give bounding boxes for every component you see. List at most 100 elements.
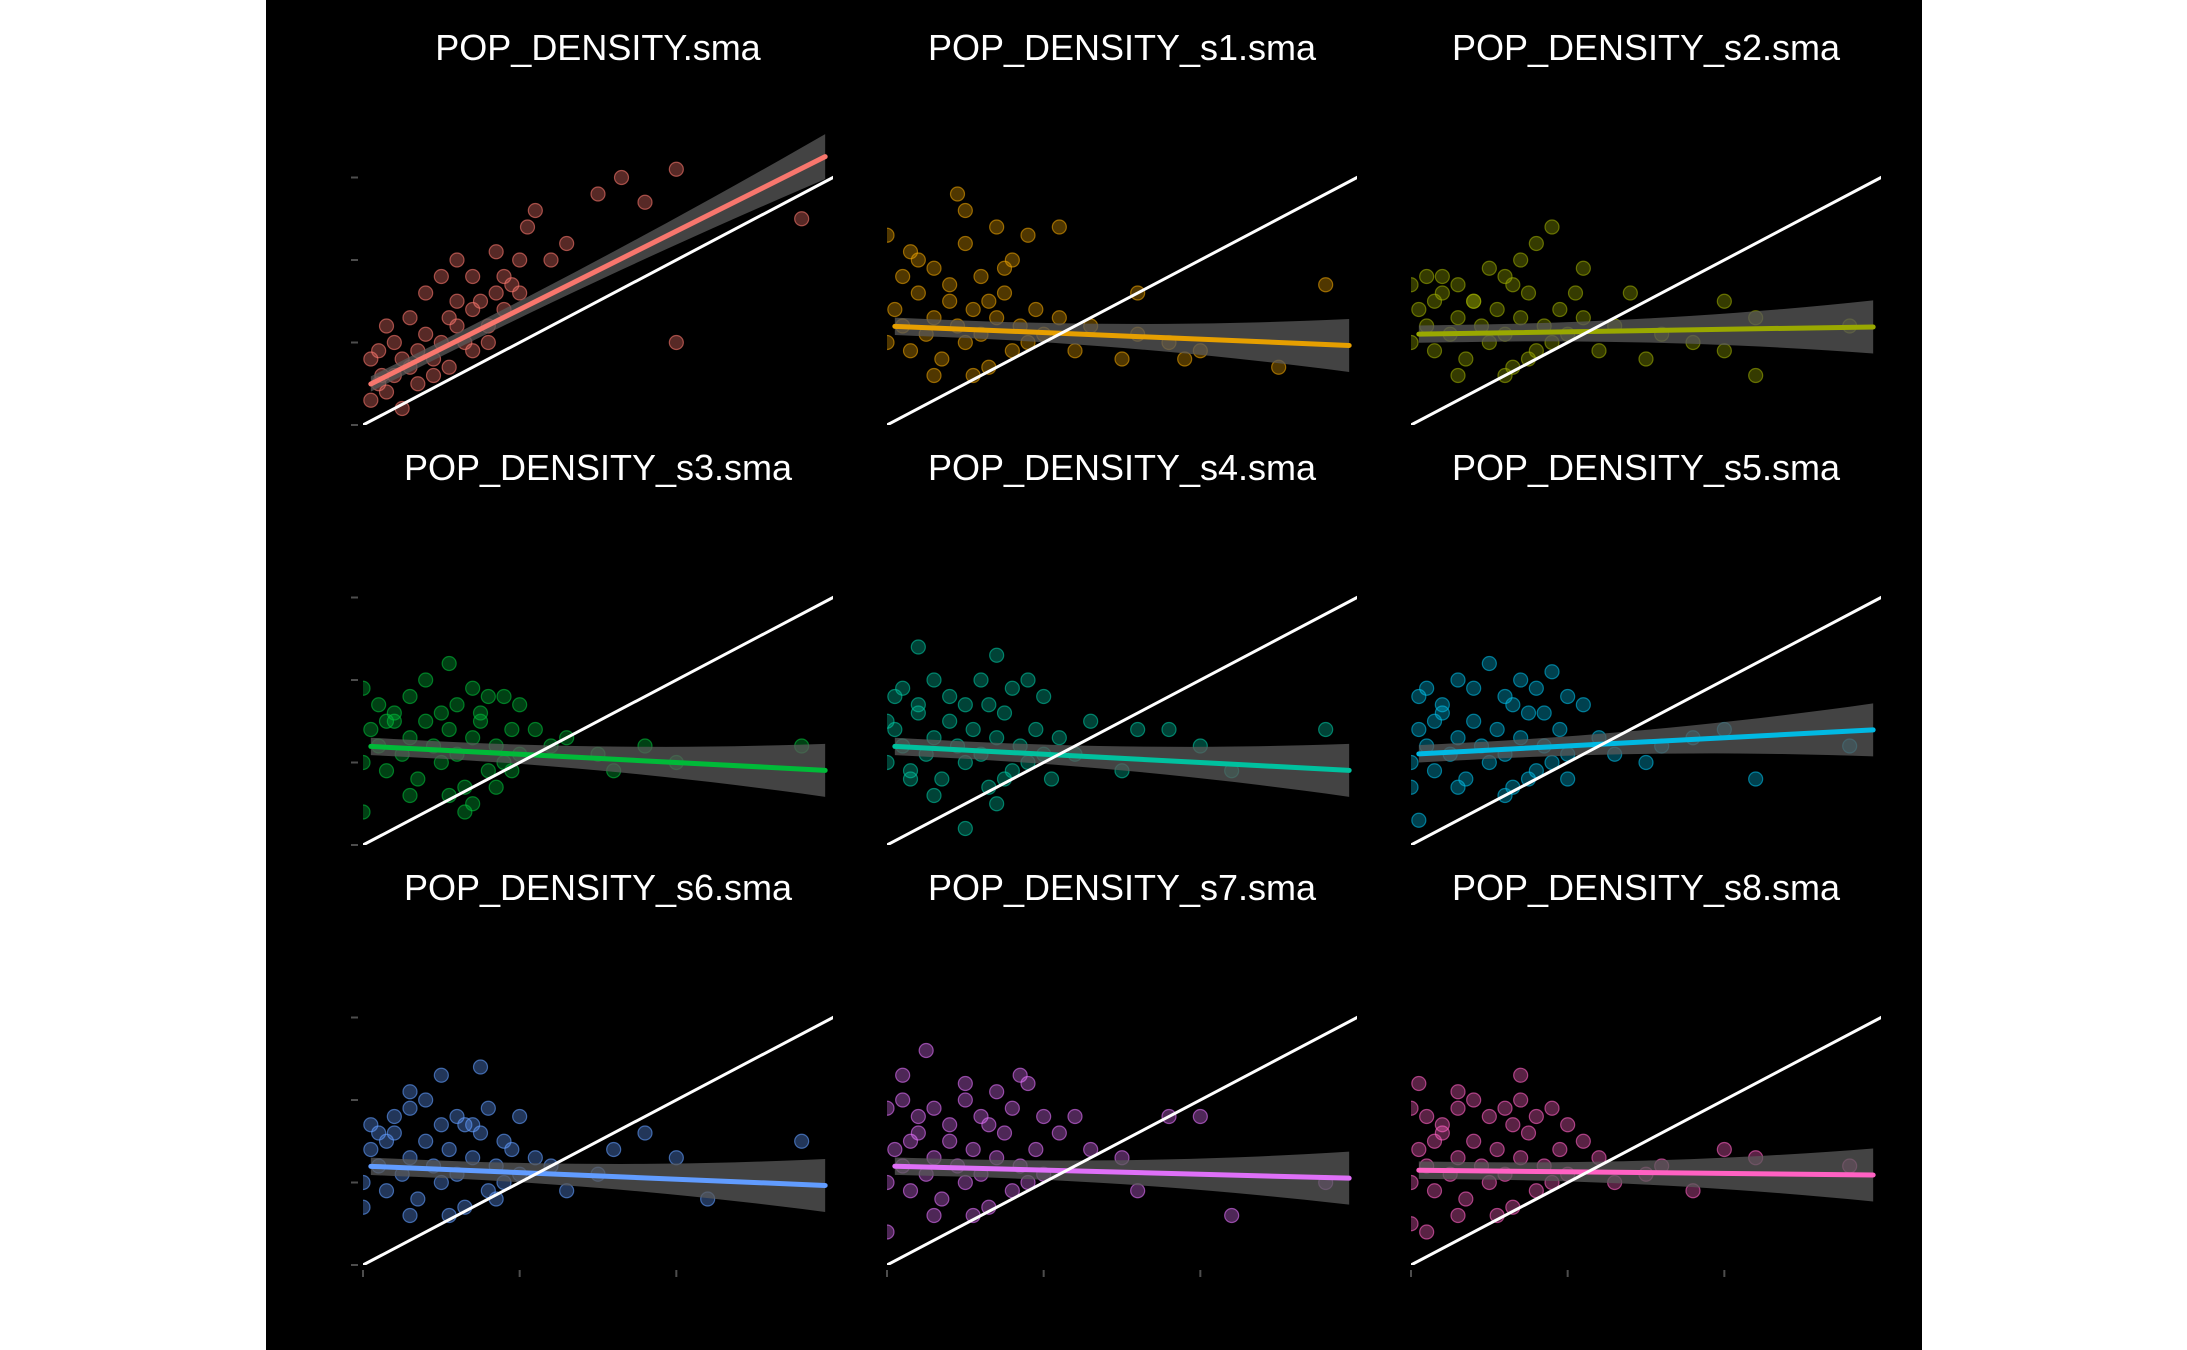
data-point — [386, 334, 402, 351]
data-point — [1411, 334, 1419, 351]
data-point — [527, 202, 543, 219]
data-point — [512, 252, 528, 268]
panel-plot-area — [1411, 595, 1881, 845]
data-point — [1450, 310, 1466, 326]
data-point — [1560, 1117, 1576, 1133]
data-point — [1419, 268, 1435, 285]
data-point — [590, 186, 606, 202]
data-point — [1575, 260, 1591, 276]
data-point — [1177, 351, 1193, 367]
data-point — [1458, 1191, 1474, 1207]
data-point — [1450, 1100, 1466, 1116]
data-point — [887, 1100, 895, 1116]
data-point — [1067, 343, 1083, 359]
data-point — [1520, 1125, 1537, 1141]
data-point — [895, 1092, 911, 1108]
fit-line — [368, 1163, 828, 1188]
data-point — [425, 367, 442, 384]
data-point — [363, 680, 371, 696]
data-point — [989, 796, 1005, 812]
data-point — [1716, 293, 1732, 309]
data-point — [433, 1117, 449, 1133]
panel-plot-area — [363, 1015, 833, 1265]
data-point — [981, 697, 997, 713]
confidence-band — [370, 134, 826, 392]
data-point — [996, 260, 1013, 276]
panel-plot-area — [363, 134, 833, 425]
data-point — [910, 1108, 926, 1125]
data-point — [973, 672, 989, 688]
data-point — [378, 1133, 395, 1149]
panel-5: POP_DENSITY_s4.sma — [887, 447, 1357, 845]
data-point — [1544, 1100, 1560, 1116]
data-point — [1051, 730, 1067, 746]
data-point — [887, 334, 895, 351]
panel-plot-area — [887, 175, 1357, 425]
data-point — [926, 367, 942, 384]
data-point — [512, 697, 528, 713]
panel-title: POP_DENSITY_s7.sma — [928, 867, 1317, 908]
data-point — [480, 334, 496, 351]
data-point — [1450, 730, 1466, 746]
panel-title: POP_DENSITY_s5.sma — [1452, 447, 1841, 488]
panel-plot-area — [363, 595, 833, 845]
data-point — [902, 771, 919, 787]
panel-title: POP_DENSITY.sma — [435, 27, 761, 68]
data-point — [1513, 1067, 1529, 1083]
data-point — [449, 252, 465, 268]
data-point — [1419, 1224, 1435, 1240]
data-point — [1020, 672, 1036, 688]
fit-line — [1416, 324, 1876, 337]
data-point — [1748, 771, 1764, 787]
data-point — [1716, 343, 1732, 359]
data-point — [418, 1092, 434, 1108]
data-point — [1638, 754, 1654, 771]
data-point — [613, 169, 630, 186]
data-point — [934, 771, 950, 787]
data-point — [441, 655, 457, 672]
data-point — [957, 1075, 973, 1092]
data-point — [465, 796, 481, 812]
data-point — [519, 219, 536, 235]
data-point — [1318, 721, 1334, 738]
data-point — [637, 1125, 653, 1141]
data-point — [465, 343, 481, 359]
data-point — [902, 763, 919, 779]
data-point — [996, 1125, 1013, 1141]
data-point — [1028, 721, 1044, 738]
data-point — [1466, 1092, 1482, 1108]
data-point — [1560, 688, 1576, 705]
panel-title: POP_DENSITY_s6.sma — [404, 867, 793, 908]
data-point — [363, 351, 379, 367]
data-point — [1481, 1108, 1497, 1125]
data-point — [957, 202, 973, 219]
data-point — [926, 787, 942, 804]
fit-line — [1416, 1167, 1876, 1178]
data-point — [441, 359, 457, 375]
data-point — [918, 1042, 934, 1059]
panel-plot-area — [887, 595, 1357, 845]
data-point — [668, 1150, 684, 1166]
data-point — [1716, 1141, 1732, 1158]
data-point — [1544, 664, 1560, 680]
data-point — [402, 1207, 418, 1224]
data-point — [402, 688, 418, 705]
data-point — [1575, 697, 1591, 713]
data-point — [378, 1183, 395, 1199]
data-point — [1192, 1108, 1208, 1125]
data-point — [378, 318, 395, 334]
data-point — [1411, 779, 1419, 795]
data-point — [1020, 227, 1036, 243]
data-point — [957, 820, 973, 837]
data-point — [1528, 1108, 1544, 1125]
data-point — [1552, 1141, 1568, 1158]
data-point — [402, 1100, 418, 1116]
data-point — [887, 754, 895, 771]
data-point — [957, 697, 973, 713]
data-point — [996, 285, 1013, 301]
data-point — [559, 235, 575, 252]
data-point — [1004, 680, 1020, 696]
panel-title: POP_DENSITY_s8.sma — [1452, 867, 1841, 908]
data-point — [410, 771, 426, 787]
data-point — [488, 779, 504, 795]
